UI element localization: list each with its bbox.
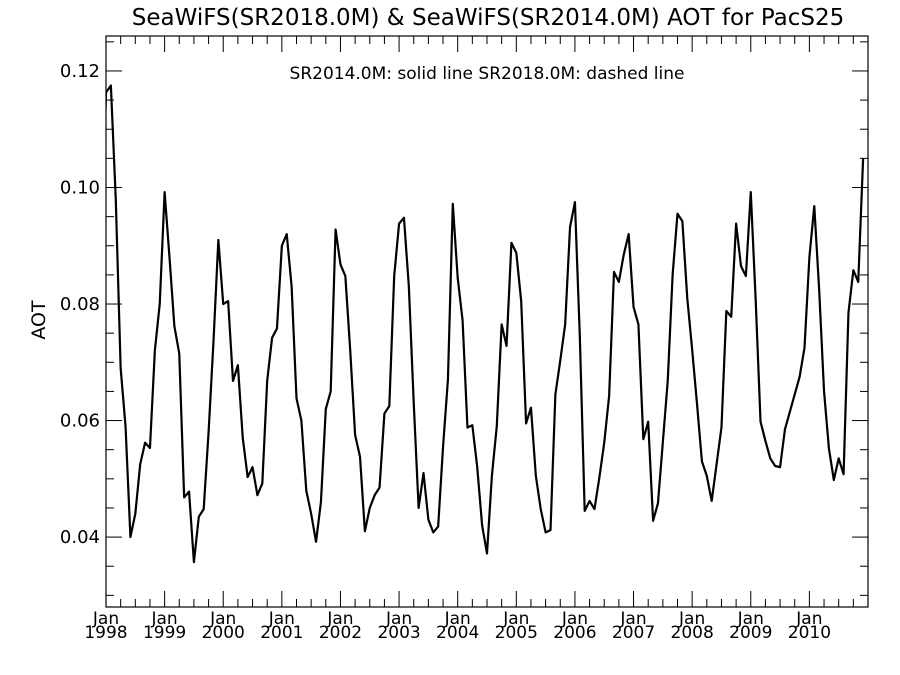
x-tick-month: Jan (561, 609, 588, 629)
axis-ticks (105, 36, 868, 607)
y-axis-label: AOT (28, 300, 50, 340)
x-tick-year: 1998 (84, 623, 127, 643)
x-tick-month: Jan (737, 609, 764, 629)
chart-title: SeaWiFS(SR2018.0M) & SeaWiFS(SR2014.0M) … (132, 5, 845, 31)
x-tick-year: 2004 (436, 623, 479, 643)
x-tick-month: Jan (151, 609, 178, 629)
x-tick-month: Jan (444, 609, 471, 629)
y-tick-label: 0.12 (60, 61, 100, 82)
line-style-note: SR2014.0M: solid line SR2018.0M: dashed … (290, 64, 685, 84)
x-tick-month: Jan (502, 609, 529, 629)
x-tick-year: 2003 (377, 623, 420, 643)
x-tick-year: 2005 (495, 623, 538, 643)
x-tick-year: 2008 (671, 623, 714, 643)
series-layer (106, 84, 865, 564)
x-tick-year: 1999 (143, 623, 186, 643)
y-tick-labels: 0.04 0.06 0.08 0.10 0.12 (60, 61, 100, 548)
x-tick-month: Jan (209, 609, 236, 629)
x-tick-month: Jan (385, 609, 412, 629)
x-tick-month: Jan (326, 609, 353, 629)
x-tick-labels: Jan1998Jan1999Jan2000Jan2001Jan2002Jan20… (84, 609, 831, 643)
x-tick-month: Jan (678, 609, 705, 629)
x-tick-year: 2006 (553, 623, 596, 643)
x-tick-month: Jan (795, 609, 822, 629)
y-tick-label: 0.10 (60, 177, 100, 198)
x-tick-year: 2002 (319, 623, 362, 643)
x-tick-month: Jan (92, 609, 119, 629)
x-tick-year: 2001 (260, 623, 303, 643)
y-tick-label: 0.06 (60, 411, 100, 432)
x-tick-year: 2007 (612, 623, 655, 643)
series-line-sr2014-0m (106, 84, 865, 564)
x-tick-year: 2000 (202, 623, 245, 643)
plot-frame (105, 35, 869, 608)
x-tick-month: Jan (268, 609, 295, 629)
y-tick-label: 0.08 (60, 294, 100, 315)
x-tick-month: Jan (619, 609, 646, 629)
x-tick-year: 2010 (788, 623, 831, 643)
y-tick-label: 0.04 (60, 527, 100, 548)
x-tick-year: 2009 (729, 623, 772, 643)
